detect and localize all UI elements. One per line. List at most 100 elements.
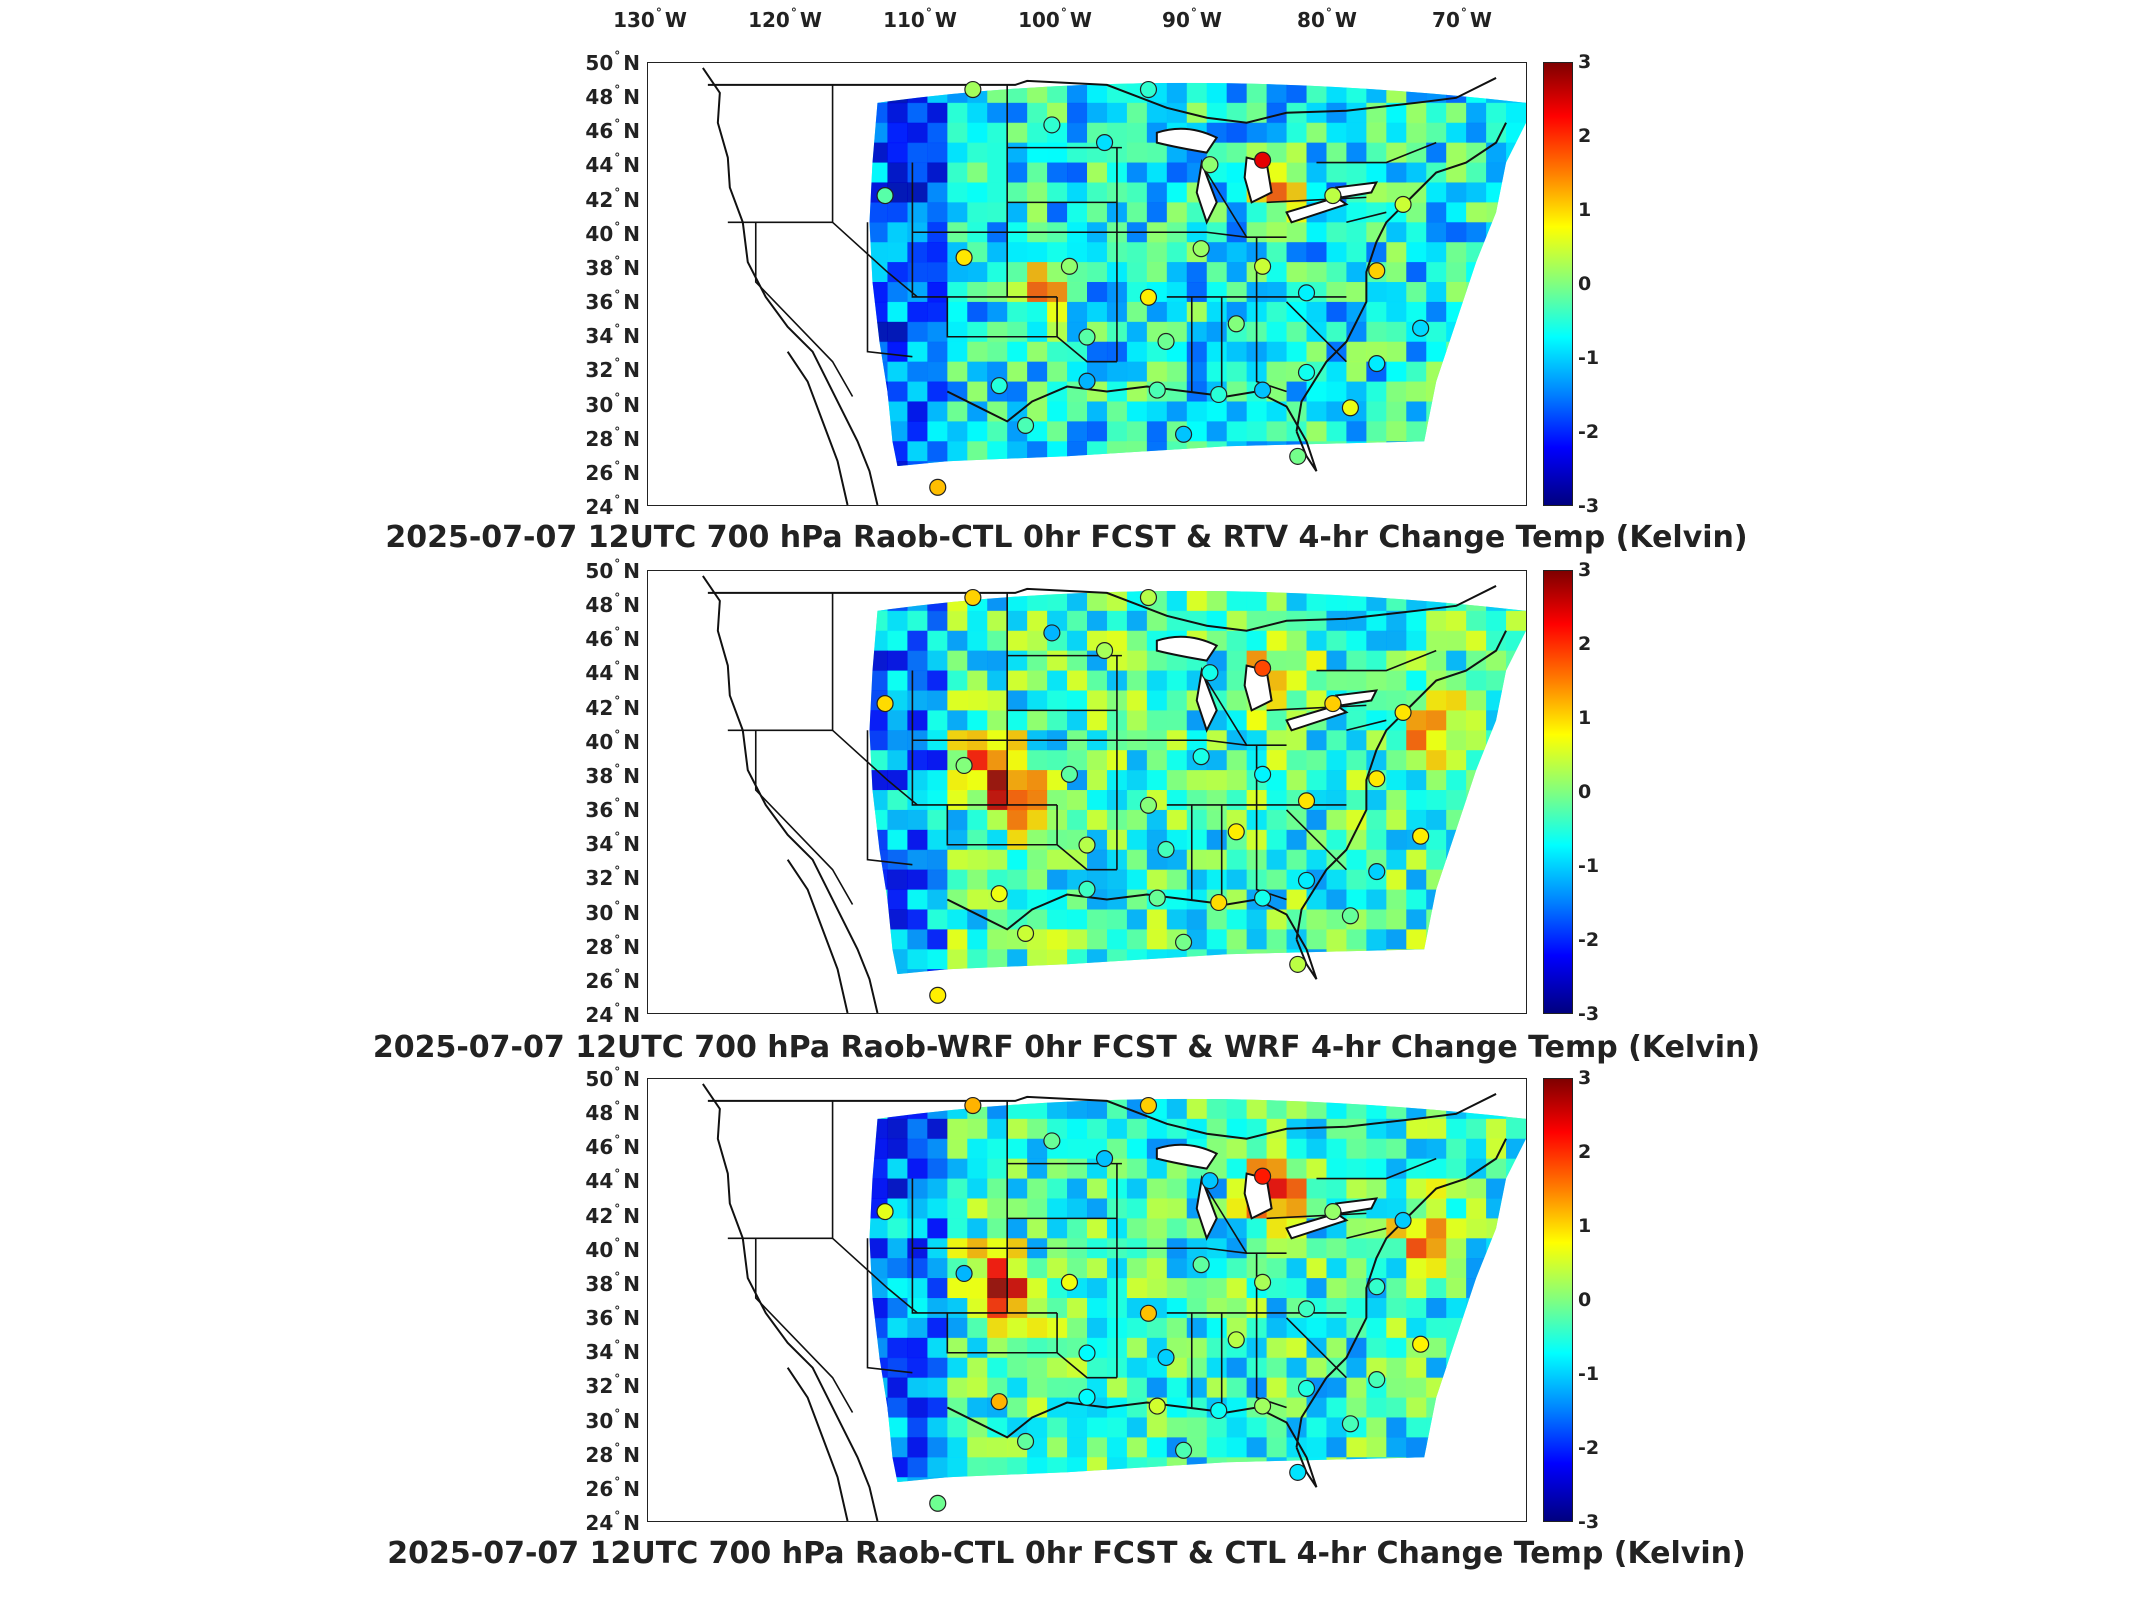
field-cell (1027, 1009, 1047, 1013)
colorbar-tick-label: -2 (1578, 1437, 1600, 1459)
field-cell (987, 650, 1008, 672)
field-cell (967, 401, 988, 422)
field-cell (1206, 1357, 1228, 1379)
field-cell (1306, 809, 1327, 831)
field-cell (1007, 1098, 1028, 1100)
field-cell (1306, 590, 1327, 592)
field-cell (1007, 242, 1028, 263)
raob-station-marker (1254, 659, 1272, 677)
field-cell (1346, 750, 1367, 771)
field-cell (1266, 122, 1288, 144)
field-cell (869, 770, 888, 791)
field-cell (1286, 1357, 1307, 1379)
field-cell (1346, 282, 1367, 303)
field-cell (1206, 750, 1228, 771)
field-cell (1406, 670, 1427, 691)
field-cell (1027, 1317, 1048, 1339)
field-cell (927, 1218, 948, 1239)
field-cell (907, 321, 928, 343)
field-cell (1326, 590, 1347, 592)
field-cell (1007, 1377, 1028, 1399)
field-cell (1126, 670, 1148, 691)
field-cell (1486, 969, 1507, 975)
field-cell (1146, 1457, 1168, 1478)
field-cell (1346, 929, 1367, 950)
field-cell (1166, 82, 1188, 104)
field-cell (1426, 301, 1447, 323)
map-frame[interactable] (647, 1078, 1527, 1522)
field-cell (987, 1417, 1008, 1438)
field-cell (848, 362, 868, 382)
field-cell (1007, 590, 1028, 592)
raob-station-marker (1148, 381, 1166, 399)
field-cell (1326, 381, 1347, 402)
field-cell (1007, 770, 1028, 791)
field-cell (1366, 481, 1386, 501)
field-cell (887, 1138, 908, 1160)
field-cell (1146, 670, 1168, 691)
field-cell (967, 162, 988, 183)
field-cell (1386, 590, 1407, 612)
field-cell (967, 590, 988, 592)
field-cell (1386, 82, 1407, 104)
field-cell (1346, 889, 1367, 910)
field-cell (1326, 1517, 1346, 1521)
field-cell (1466, 1437, 1487, 1458)
field-cell (869, 1238, 888, 1259)
field-cell (1206, 401, 1228, 422)
field-cell (1406, 750, 1427, 771)
field-cell (1486, 790, 1507, 811)
field-cell (1426, 1497, 1446, 1517)
field-cell (1426, 182, 1447, 203)
field-cell (947, 182, 968, 203)
field-cell (1127, 1517, 1147, 1521)
field-cell (887, 1417, 908, 1438)
field-cell (947, 630, 968, 652)
field-cell (1146, 82, 1168, 84)
field-cell (1486, 770, 1507, 791)
field-cell (927, 401, 948, 422)
field-cell (848, 481, 868, 501)
field-cell (1446, 202, 1467, 223)
field-cell (1087, 102, 1108, 124)
field-cell (987, 1198, 1008, 1219)
field-cell (1386, 1158, 1407, 1180)
field-cell (1506, 909, 1526, 930)
field-cell (1127, 1497, 1147, 1517)
field-cell (1007, 1397, 1028, 1418)
field-cell (1067, 650, 1088, 672)
field-cell (947, 361, 968, 383)
field-cell (1027, 1258, 1048, 1279)
field-cell (1486, 989, 1506, 1009)
field-cell (1486, 222, 1507, 243)
field-cell (869, 242, 888, 263)
field-cell (1106, 1118, 1128, 1140)
field-cell (987, 1517, 1007, 1521)
field-cell (1206, 282, 1228, 303)
field-cell (1506, 610, 1526, 632)
field-cell (1466, 361, 1487, 383)
state-boundary (1116, 1247, 1247, 1255)
field-cell (848, 1378, 868, 1398)
field-cell (1126, 809, 1148, 831)
state-boundary (1316, 1157, 1437, 1180)
field-cell (1226, 650, 1248, 672)
field-cell (1266, 809, 1288, 831)
field-cell (1446, 1397, 1467, 1418)
map-frame[interactable] (647, 570, 1527, 1014)
field-cell (1126, 1337, 1148, 1359)
field-cell (1266, 590, 1288, 612)
field-cell (1406, 1258, 1427, 1279)
field-cell (907, 969, 928, 975)
field-cell (1386, 222, 1407, 243)
field-cell (987, 1098, 1008, 1100)
field-cell (1226, 1118, 1248, 1140)
lat-label-46n: 46° N (585, 1133, 640, 1160)
raob-station-marker (1254, 765, 1272, 783)
field-cell (1226, 361, 1248, 383)
map-frame[interactable] (647, 62, 1527, 506)
field-cell (1226, 849, 1248, 871)
field-cell (1386, 969, 1407, 975)
field-cell (927, 909, 948, 930)
field-cell (1166, 282, 1188, 303)
